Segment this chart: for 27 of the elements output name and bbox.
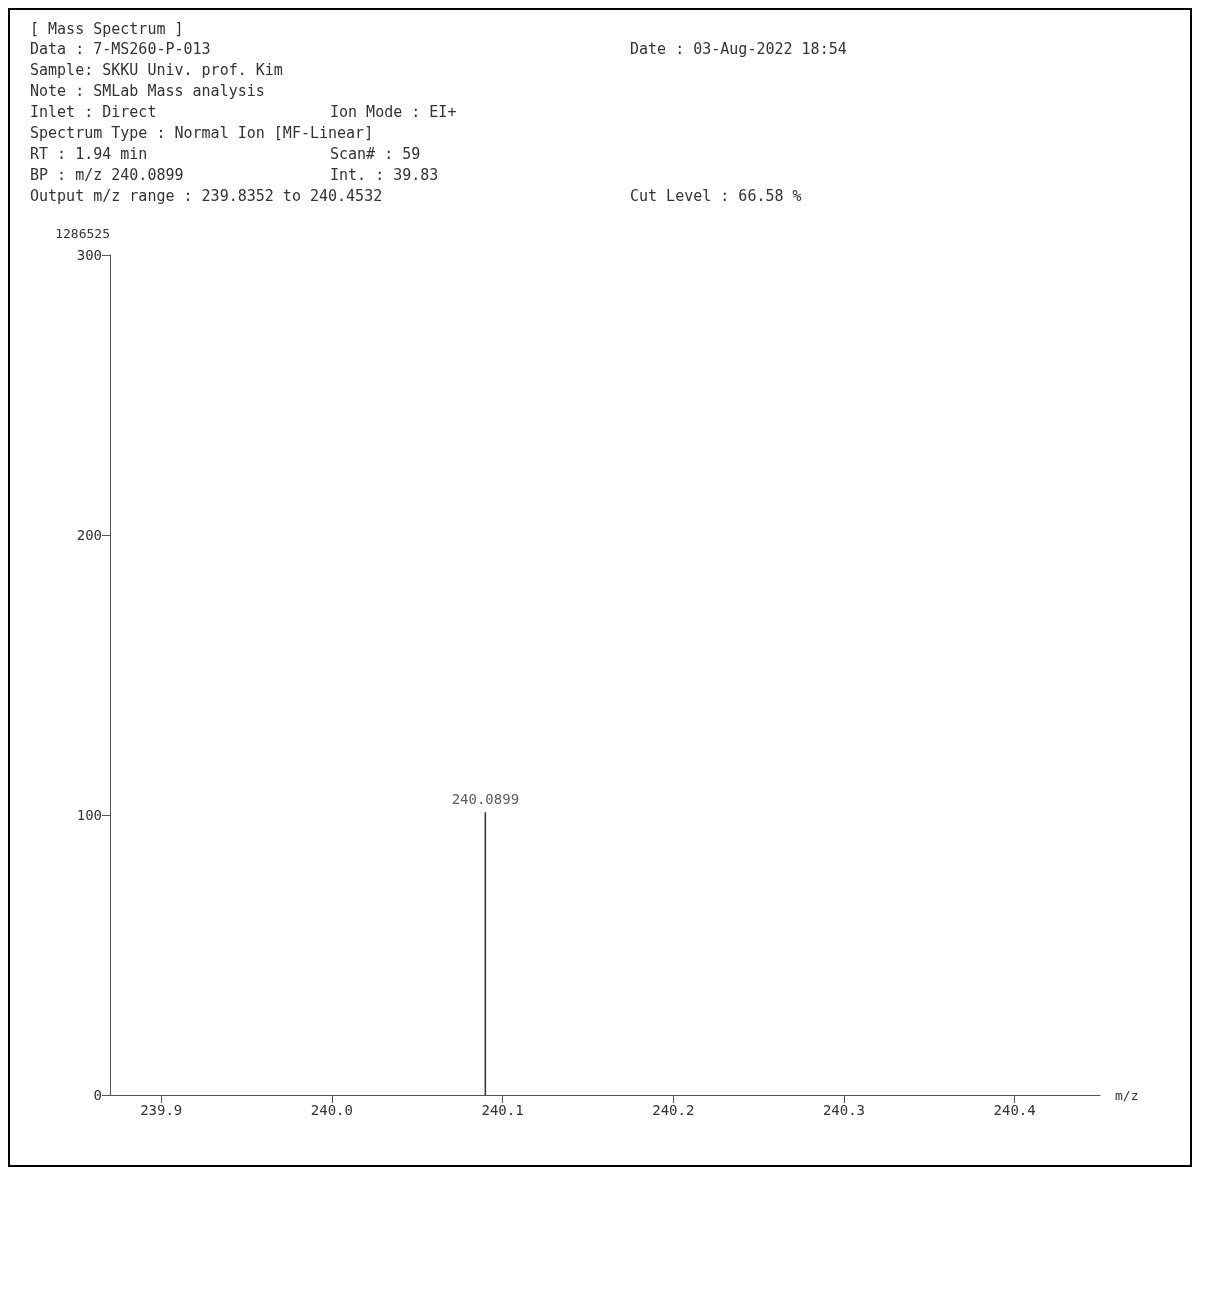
annotation: 240.0899 bbox=[451, 791, 520, 808]
text: Note : SMLab Mass analysis bbox=[30, 82, 266, 100]
text: Output m/z range : 239.8352 to 240.4532 bbox=[30, 187, 383, 205]
chart-title: [ Mass Spectrum ] bbox=[30, 20, 185, 38]
x-tick-label: 240.1 bbox=[481, 1102, 524, 1118]
y-tick-label: 100 bbox=[76, 807, 102, 823]
y-tick-label: 200 bbox=[76, 527, 102, 543]
text: Data : 7-MS260-P-013 bbox=[30, 40, 212, 58]
text: BP : m/z 240.0899 bbox=[30, 166, 185, 184]
text: Spectrum Type : Normal Ion [MF-Linear] bbox=[30, 124, 374, 142]
x-tick-label: 239.9 bbox=[140, 1102, 183, 1118]
x-axis-title: m/z bbox=[1115, 1087, 1139, 1103]
y-axis-title: 1286525 bbox=[55, 226, 110, 241]
x-tick-label: 240.2 bbox=[652, 1102, 695, 1118]
text: Sample: SKKU Univ. prof. Kim bbox=[30, 61, 284, 79]
y-tick-label: 300 bbox=[76, 247, 102, 263]
x-tick-label: 240.4 bbox=[993, 1102, 1036, 1118]
text: RT : 1.94 min bbox=[30, 145, 149, 163]
x-tick-label: 240.0 bbox=[310, 1102, 353, 1118]
text: Ion Mode : EI+ bbox=[330, 103, 458, 121]
x-tick-label: 240.3 bbox=[822, 1102, 866, 1118]
y-tick-label: 0 bbox=[93, 1087, 102, 1103]
text: Date : 03-Aug-2022 18:54 bbox=[630, 40, 848, 58]
text: Scan# : 59 bbox=[330, 145, 422, 163]
text: Inlet : Direct bbox=[30, 103, 158, 121]
text: Int. : 39.83 bbox=[330, 166, 440, 184]
text: Cut Level : 66.58 % bbox=[630, 187, 803, 205]
